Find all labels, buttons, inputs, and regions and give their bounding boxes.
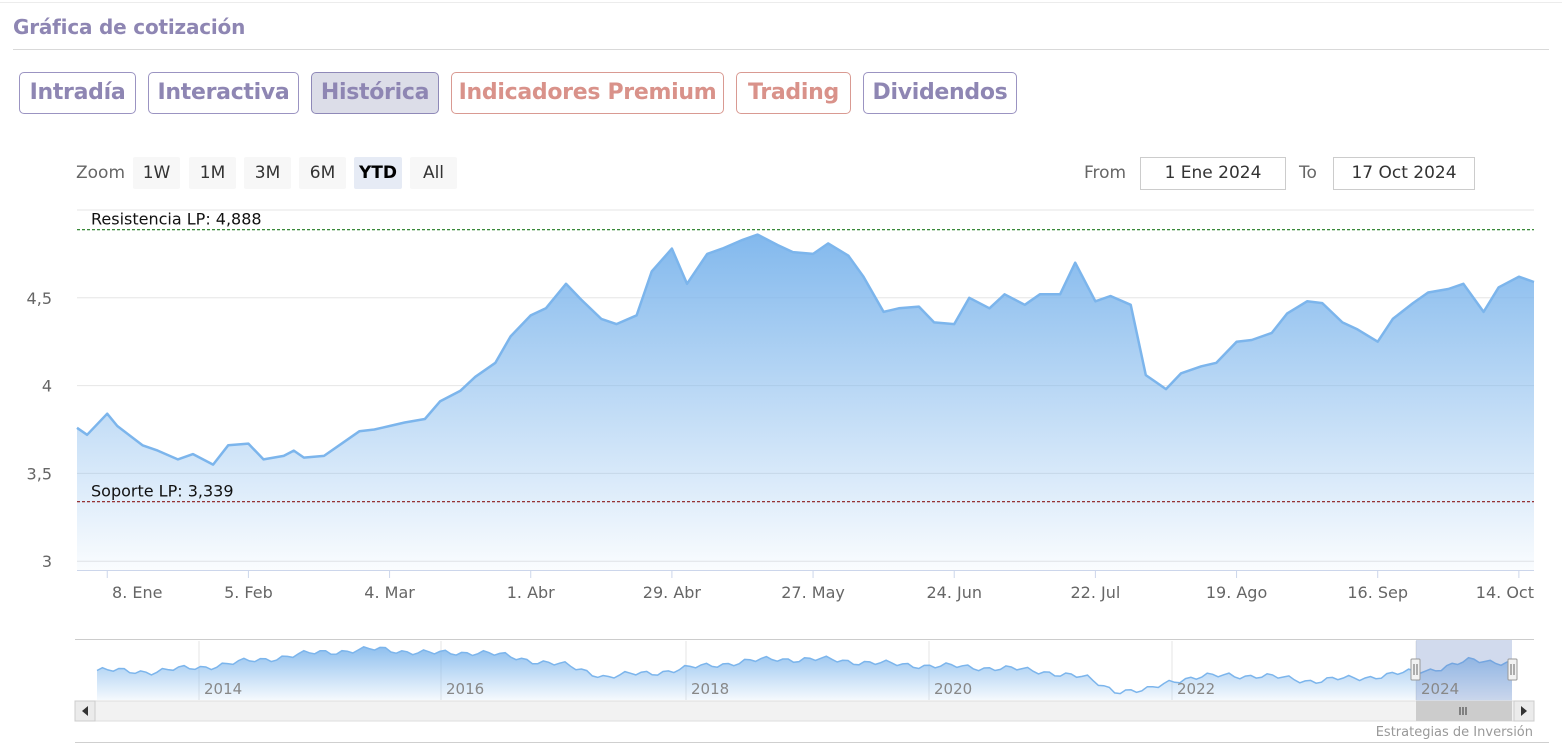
tab-dividendos[interactable]: Dividendos [863,72,1017,114]
to-date-input[interactable]: 17 Oct 2024 [1333,157,1475,190]
top-border [0,2,1562,3]
x-tick-label: 1. Abr [507,583,555,602]
price-line [76,233,1535,466]
grid-lines [77,209,1534,571]
navigator-frame [75,639,1534,701]
price-area [77,234,1534,570]
y-tick-label: 4 [42,377,52,396]
navigator-year-label: 2020 [934,680,972,698]
y-tick-label: 3 [42,552,52,571]
scrollbar-left-button[interactable] [74,700,96,722]
x-tick-label: 24. Jun [926,583,982,602]
tab-historica[interactable]: Histórica [311,72,439,114]
zoom-1m-button[interactable]: 1M [189,157,236,189]
scrollbar-right-button[interactable] [1513,700,1535,722]
navigator-year-label: 2014 [204,680,242,698]
scroll-left-arrow-icon [82,706,88,716]
zoom-6m-button[interactable]: 6M [299,157,346,189]
x-tick-label: 27. May [781,583,845,602]
navigator-year-labels: 2014 2016 2018 2020 2022 2024 [204,680,1459,698]
annotation-label: Resistencia LP: 4,888 [91,210,262,229]
x-tick-label: 19. Ago [1206,583,1267,602]
y-tick-label: 3,5 [27,464,52,483]
navigator-left-handle[interactable] [1410,658,1421,681]
navigator[interactable]: 2014 2016 2018 2020 2022 2024 [75,639,1534,701]
zoom-label: Zoom [76,163,126,183]
navigator-year-label: 2016 [446,680,484,698]
navigator-year-label: 2024 [1421,680,1459,698]
zoom-1w-button[interactable]: 1W [133,157,180,189]
support-resistance-lines: Resistencia LP: 4,888 Soporte LP: 3,339 [77,210,1534,503]
zoom-3m-button[interactable]: 3M [244,157,291,189]
navigator-grid [198,641,1417,700]
zoom-all-button[interactable]: All [410,157,457,189]
x-tick-label: 14. Oct [1476,583,1534,602]
navigator-selection[interactable] [1416,640,1512,701]
x-tick-label: 22. Jul [1070,583,1120,602]
scroll-right-arrow-icon [1521,706,1527,716]
navigator-line [96,645,1513,695]
x-tick-label: 5. Feb [224,583,273,602]
tab-intradia[interactable]: Intradía [19,72,136,114]
navigator-year-label: 2022 [1177,680,1215,698]
x-tick-label: 29. Abr [643,583,702,602]
title-divider [13,49,1549,50]
tab-trading[interactable]: Trading [736,72,851,114]
from-date-input[interactable]: 1 Ene 2024 [1140,157,1286,190]
tab-indicadores-premium[interactable]: Indicadores Premium [451,72,724,114]
to-label: To [1299,163,1317,183]
footer-divider [75,742,1549,743]
from-label: From [1084,163,1127,183]
scrollbar-thumb[interactable] [1416,701,1512,721]
navigator-area [97,646,1512,700]
tab-interactiva[interactable]: Interactiva [148,72,299,114]
y-tick-label: 4,5 [27,289,52,308]
x-axis-ticks: 8. Ene 5. Feb 4. Mar 1. Abr 29. Abr 27. May 24… [106,570,1534,602]
section-title: Gráfica de cotización [13,15,246,39]
zoom-ytd-button[interactable]: YTD [354,157,402,189]
navigator-year-label: 2018 [691,680,729,698]
navigator-right-handle[interactable] [1507,658,1518,681]
scrollbar[interactable] [74,700,1535,722]
y-axis-ticks: 3 3,5 4 4,5 [27,289,52,571]
x-tick-label: 16. Sep [1347,583,1408,602]
x-tick-label: 8. Ene [112,583,162,602]
x-tick-label: 4. Mar [364,583,415,602]
chart-credit[interactable]: Estrategias de Inversión [1376,725,1533,740]
scrollbar-track[interactable] [74,700,1535,722]
annotation-label: Soporte LP: 3,339 [91,482,234,501]
